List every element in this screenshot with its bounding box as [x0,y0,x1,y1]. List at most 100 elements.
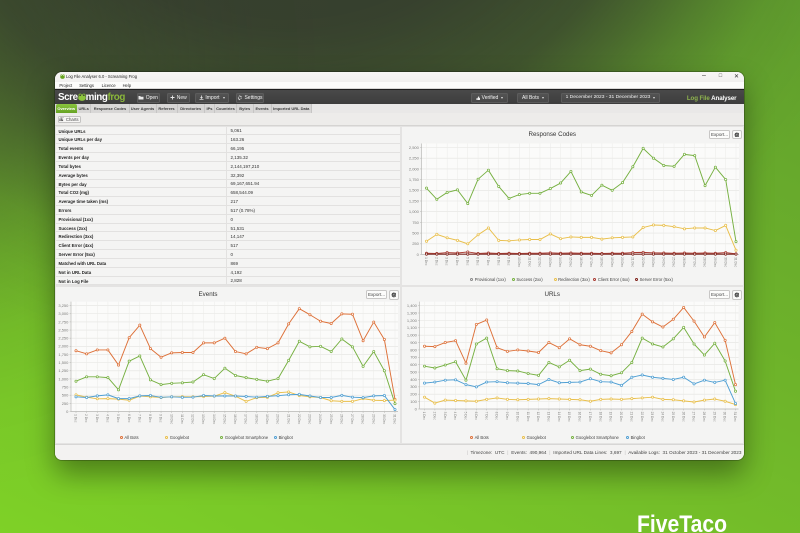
svg-text:16 Dec: 16 Dec [233,414,237,425]
svg-text:11 Dec: 11 Dec [525,412,529,422]
svg-text:3,000: 3,000 [58,311,69,316]
svg-text:5 Dec: 5 Dec [463,412,467,421]
svg-text:22 Dec: 22 Dec [297,414,301,425]
svg-text:26 Dec: 26 Dec [682,257,686,268]
svg-text:16 Dec: 16 Dec [577,412,581,423]
svg-text:500: 500 [412,230,419,235]
svg-text:5 Dec: 5 Dec [465,257,469,266]
svg-text:19 Dec: 19 Dec [608,412,612,423]
svg-text:24 Dec: 24 Dec [660,412,664,423]
svg-text:1,400: 1,400 [406,303,417,308]
svg-text:29 Dec: 29 Dec [371,414,375,425]
svg-text:9 Dec: 9 Dec [159,414,163,423]
svg-text:23 Dec: 23 Dec [650,412,654,423]
svg-text:3 Dec: 3 Dec [444,257,448,266]
svg-text:20 Dec: 20 Dec [619,412,623,423]
svg-text:27 Dec: 27 Dec [350,414,354,425]
svg-text:6 Dec: 6 Dec [127,414,131,423]
svg-text:9 Dec: 9 Dec [505,412,509,421]
svg-text:21 Dec: 21 Dec [629,412,633,423]
svg-text:15 Dec: 15 Dec [222,414,226,425]
svg-text:2,500: 2,500 [408,144,419,149]
svg-text:900: 900 [410,340,417,345]
svg-text:1,000: 1,000 [58,376,69,381]
svg-text:7 Dec: 7 Dec [484,412,488,421]
svg-text:1,000: 1,000 [408,209,419,214]
svg-text:1,100: 1,100 [406,325,417,330]
svg-text:250: 250 [412,241,419,246]
svg-text:10 Dec: 10 Dec [515,412,519,423]
svg-text:6 Dec: 6 Dec [475,257,479,266]
svg-text:100: 100 [410,399,417,404]
svg-text:13 Dec: 13 Dec [201,414,205,425]
svg-text:24 Dec: 24 Dec [661,257,665,268]
svg-text:28 Dec: 28 Dec [702,257,706,268]
svg-text:5 Dec: 5 Dec [116,414,120,423]
svg-text:4 Dec: 4 Dec [105,414,109,423]
svg-text:20 Dec: 20 Dec [276,414,280,425]
svg-text:750: 750 [412,219,419,224]
svg-text:13 Dec: 13 Dec [546,412,550,423]
svg-text:2,000: 2,000 [58,344,69,349]
svg-text:1,200: 1,200 [406,318,417,323]
svg-text:250: 250 [62,401,69,406]
svg-text:2 Dec: 2 Dec [84,414,88,423]
svg-text:21 Dec: 21 Dec [286,414,290,425]
svg-text:1,750: 1,750 [58,352,69,357]
svg-text:22 Dec: 22 Dec [640,257,644,268]
svg-text:23 Dec: 23 Dec [308,414,312,425]
svg-text:24 Dec: 24 Dec [318,414,322,425]
svg-text:12 Dec: 12 Dec [191,414,195,425]
svg-text:1 Dec: 1 Dec [424,257,428,266]
svg-text:14 Dec: 14 Dec [212,414,216,425]
svg-text:2,750: 2,750 [58,319,69,324]
svg-text:14 Dec: 14 Dec [558,257,562,268]
svg-text:3 Dec: 3 Dec [95,414,99,423]
svg-text:0: 0 [66,409,69,414]
svg-text:16 Dec: 16 Dec [578,257,582,268]
svg-text:18 Dec: 18 Dec [599,257,603,268]
svg-text:1,500: 1,500 [408,187,419,192]
svg-text:10 Dec: 10 Dec [169,414,173,425]
svg-text:23 Dec: 23 Dec [651,257,655,268]
svg-text:15 Dec: 15 Dec [567,412,571,423]
svg-text:28 Dec: 28 Dec [702,412,706,423]
svg-text:8 Dec: 8 Dec [494,412,498,421]
svg-text:30 Dec: 30 Dec [723,257,727,268]
svg-text:2 Dec: 2 Dec [434,257,438,266]
svg-text:3,250: 3,250 [58,303,69,308]
svg-text:26 Dec: 26 Dec [339,414,343,425]
svg-text:200: 200 [410,392,417,397]
svg-text:12 Dec: 12 Dec [536,412,540,423]
svg-text:7 Dec: 7 Dec [486,257,490,266]
svg-text:1,500: 1,500 [58,360,69,365]
svg-text:3 Dec: 3 Dec [442,412,446,421]
svg-text:30 Dec: 30 Dec [722,412,726,423]
svg-text:2,000: 2,000 [408,166,419,171]
svg-text:11 Dec: 11 Dec [527,257,531,267]
svg-text:28 Dec: 28 Dec [361,414,365,425]
svg-text:18 Dec: 18 Dec [598,412,602,423]
svg-text:15 Dec: 15 Dec [568,257,572,268]
svg-text:500: 500 [410,369,417,374]
svg-text:4 Dec: 4 Dec [455,257,459,266]
svg-text:12 Dec: 12 Dec [537,257,541,268]
svg-text:1 Dec: 1 Dec [422,412,426,421]
svg-text:750: 750 [62,384,69,389]
svg-text:0: 0 [416,251,419,256]
svg-text:600: 600 [410,362,417,367]
svg-text:17 Dec: 17 Dec [587,412,591,423]
svg-text:2,500: 2,500 [58,327,69,332]
svg-text:1,750: 1,750 [408,177,419,182]
svg-text:31 Dec: 31 Dec [733,412,737,423]
svg-text:8 Dec: 8 Dec [148,414,152,423]
svg-text:19 Dec: 19 Dec [265,414,269,425]
svg-text:22 Dec: 22 Dec [639,412,643,423]
svg-text:25 Dec: 25 Dec [670,412,674,423]
svg-text:1,000: 1,000 [406,333,417,338]
svg-text:30 Dec: 30 Dec [382,414,386,425]
svg-text:0: 0 [414,406,417,411]
svg-text:7 Dec: 7 Dec [137,414,141,423]
svg-text:27 Dec: 27 Dec [691,412,695,423]
svg-text:29 Dec: 29 Dec [712,257,716,268]
